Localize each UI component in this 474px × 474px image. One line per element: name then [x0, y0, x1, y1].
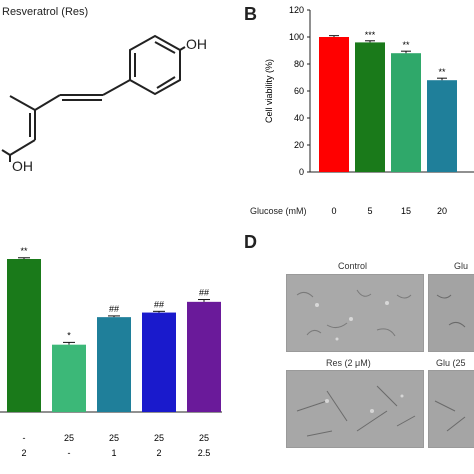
row1-label: 25 [154, 433, 164, 443]
row2-label: 1 [111, 448, 116, 458]
bar [52, 344, 86, 412]
row1-label: - [23, 433, 26, 443]
caption-glu-25: Glu (25 [436, 358, 466, 368]
panel-b-letter: B [244, 4, 257, 24]
bar [97, 317, 131, 412]
row1-label: 25 [109, 433, 119, 443]
x-category-label: 0 [331, 206, 336, 216]
significance-label: ** [402, 40, 410, 50]
chart-c: ** - 2 * 25 - ## 25 1 ## 25 2 ## 25 2.5 [0, 246, 222, 458]
row2-label: 2.5 [198, 448, 211, 458]
micrograph-control [286, 274, 424, 352]
y-tick-label: 20 [294, 140, 304, 150]
x-category-label: 5 [367, 206, 372, 216]
oh-label-bottom: OH [12, 158, 33, 174]
bar [142, 312, 176, 412]
caption-control: Control [338, 261, 368, 271]
micrograph-glu-25 [428, 370, 474, 448]
micrograph-res [286, 370, 424, 448]
glucose-axis-label: Glucose (mM) [250, 206, 307, 216]
x-category-label: 20 [437, 206, 447, 216]
bar [187, 301, 221, 412]
micrograph-glu [428, 274, 474, 352]
panel-a-title: Resveratrol (Res) [2, 6, 89, 18]
row1-label: 25 [64, 433, 74, 443]
y-tick-label: 80 [294, 59, 304, 69]
chart-b: 0 20 40 60 80 100 120 Cell viability (%) 0 *** 5 **… [264, 5, 474, 216]
oh-label-top: OH [186, 36, 207, 52]
row1-label: 25 [199, 433, 209, 443]
row2-label: - [68, 448, 71, 458]
caption-glu: Glu [454, 261, 469, 271]
y-tick-label: 0 [299, 167, 304, 177]
bar [355, 42, 385, 173]
significance-label: ## [154, 299, 164, 309]
resveratrol-structure [1, 34, 186, 162]
row2-label: 2 [156, 448, 161, 458]
significance-label: ## [109, 304, 119, 314]
significance-label: ** [438, 67, 446, 77]
bar [319, 37, 349, 172]
significance-label: ## [199, 288, 209, 298]
bar [7, 259, 41, 412]
bar [427, 80, 457, 172]
y-tick-label: 60 [294, 86, 304, 96]
significance-label: *** [365, 30, 376, 40]
significance-label: * [67, 330, 71, 340]
significance-label: ** [20, 246, 28, 256]
y-tick-label: 100 [289, 32, 304, 42]
y-axis-label: Cell viability (%) [264, 59, 274, 123]
y-tick-label: 40 [294, 113, 304, 123]
caption-res: Res (2 μM) [326, 358, 371, 368]
y-tick-label: 120 [289, 5, 304, 15]
panel-d-letter: D [244, 232, 257, 252]
row2-label: 2 [21, 448, 26, 458]
x-category-label: 15 [401, 206, 411, 216]
bar [391, 53, 421, 173]
